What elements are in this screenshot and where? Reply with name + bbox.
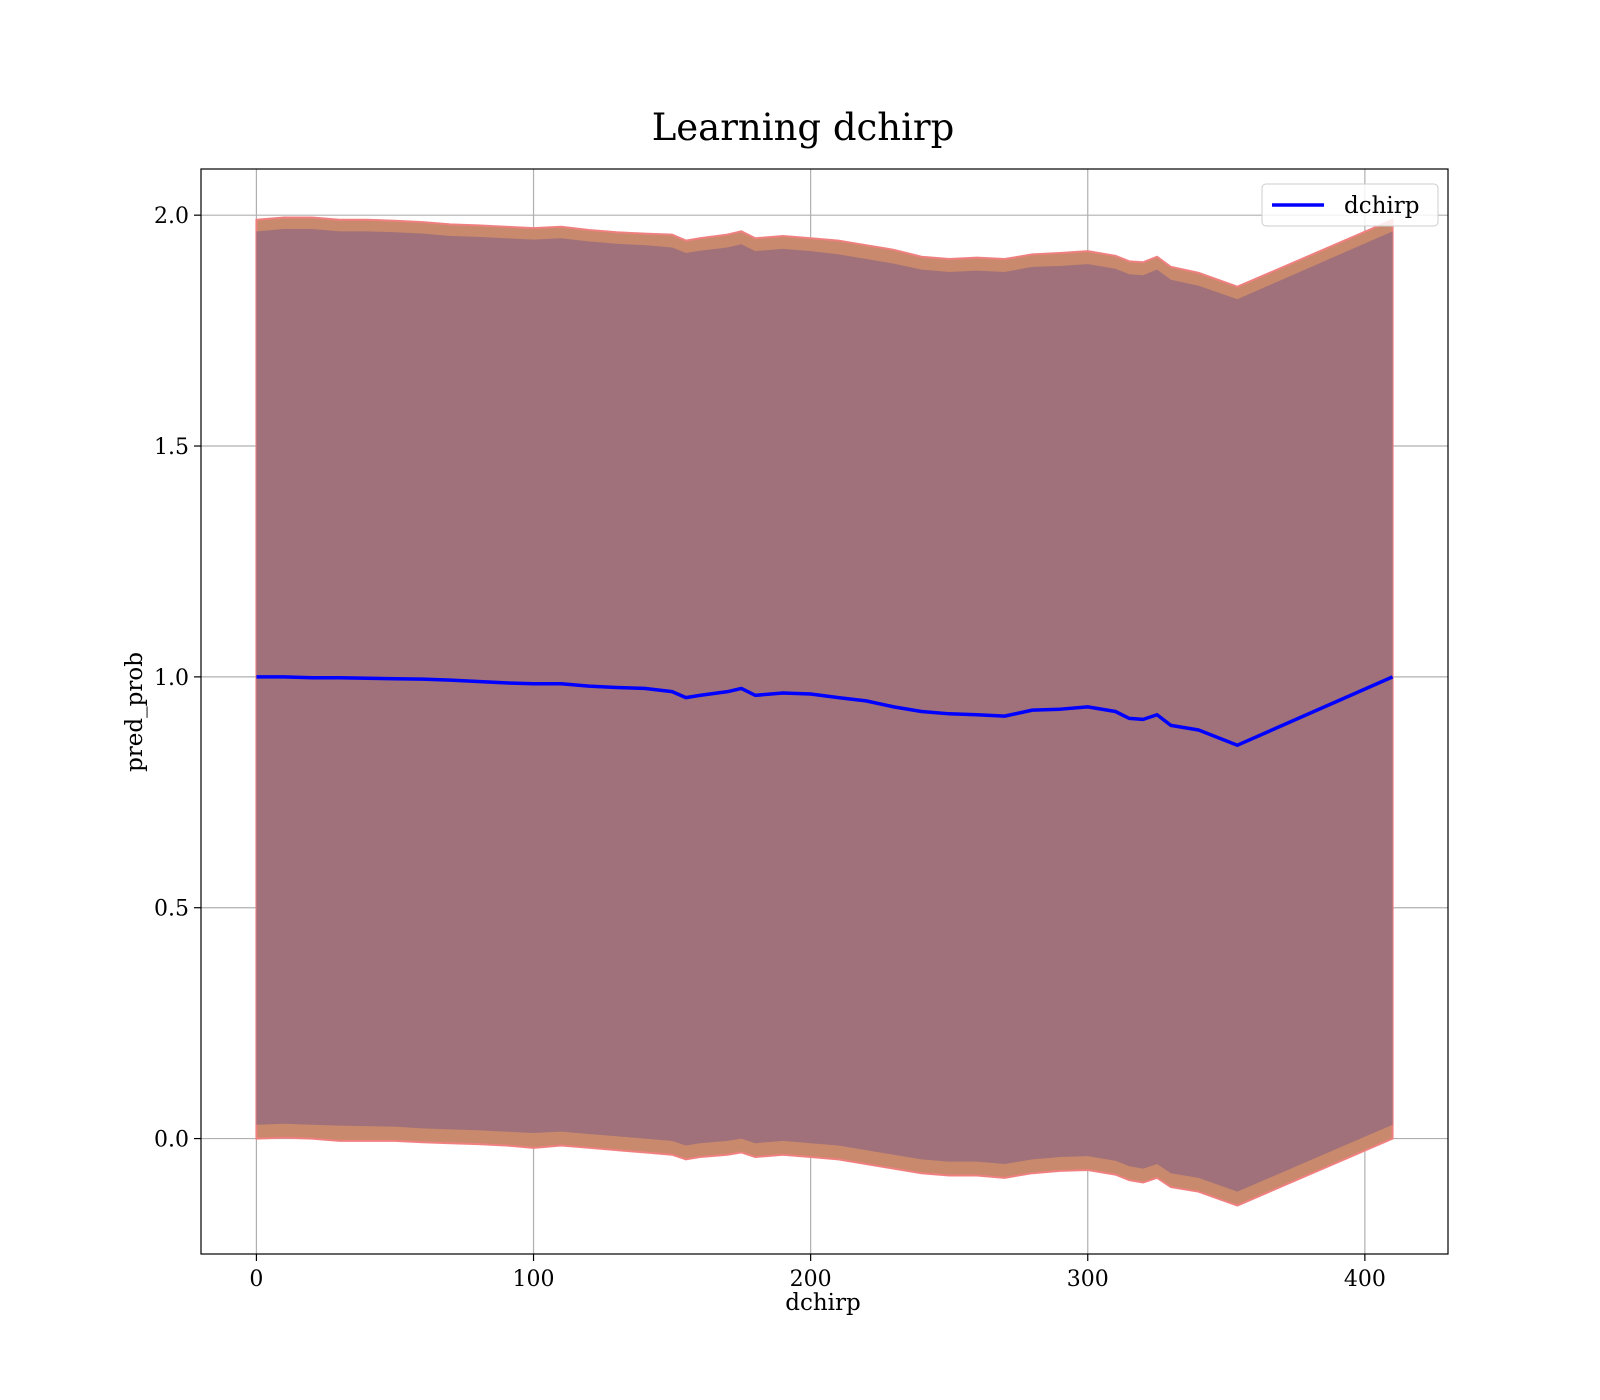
x-tick-label-4: 400 <box>1344 1267 1386 1292</box>
y-tick-label-4: 2.0 <box>154 204 189 229</box>
y-tick-label-2: 1.0 <box>154 666 189 691</box>
x-tick-label-0: 0 <box>249 1267 263 1292</box>
plot-area: 0 100 200 300 400 0.0 0.5 1.0 1.5 2.0 dchirp <box>154 168 1449 1292</box>
legend-box <box>1261 183 1439 227</box>
x-tick-label-3: 300 <box>1067 1267 1109 1292</box>
confidence-band-inner <box>256 229 1393 1192</box>
chart-title: Learning dchirp <box>652 106 955 149</box>
y-axis-label: pred_prob <box>122 652 148 772</box>
x-tick-label-2: 200 <box>790 1267 832 1292</box>
series-line-dchirp <box>256 675 1394 747</box>
y-tick-label-3: 1.5 <box>154 435 189 460</box>
x-axis-label: dchirp <box>785 1290 861 1316</box>
y-tick-label-1: 0.5 <box>154 897 189 922</box>
y-tick-label-0: 0.0 <box>154 1128 189 1153</box>
legend-label-dchirp: dchirp <box>1344 193 1420 219</box>
axes-frame <box>200 168 1449 1255</box>
x-tick-label-1: 100 <box>513 1267 555 1292</box>
